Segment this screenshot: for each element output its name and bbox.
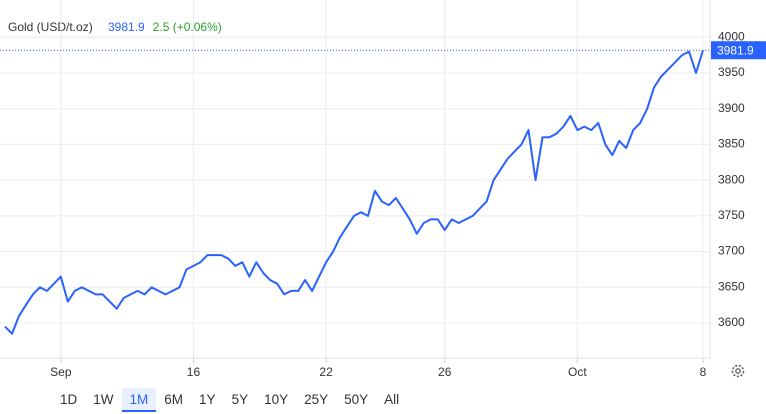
y-tick-label: 3800 xyxy=(718,172,745,186)
y-tick-label: 3950 xyxy=(718,65,745,79)
x-tick-label: 16 xyxy=(187,365,201,379)
range-button[interactable]: All xyxy=(384,392,400,407)
range-button[interactable]: 6M xyxy=(164,392,184,407)
y-tick-label: 3600 xyxy=(718,315,745,329)
y-tick-label: 3850 xyxy=(718,137,745,151)
chart-title: Gold (USD/t.oz) xyxy=(8,20,93,34)
range-button[interactable]: 5Y xyxy=(231,392,249,407)
x-tick-label: 8 xyxy=(700,365,707,379)
last-price: 3981.9 xyxy=(108,20,145,34)
x-tick-label: Sep xyxy=(50,365,72,379)
y-tick-label: 3700 xyxy=(718,244,745,258)
range-button[interactable]: 1Y xyxy=(199,392,216,407)
range-button[interactable]: 1W xyxy=(93,392,114,407)
range-toolbar: 1D 1W 1M 6M 1Y 5Y 10Y 25Y 50Y All xyxy=(52,388,407,412)
range-button[interactable]: 50Y xyxy=(344,392,369,407)
settings-icon[interactable] xyxy=(731,364,745,378)
price-change: 2.5 (+0.06%) xyxy=(153,20,222,34)
range-button[interactable]: 25Y xyxy=(304,392,329,407)
y-tick-label: 3900 xyxy=(718,101,745,115)
range-button[interactable]: 10Y xyxy=(264,392,289,407)
chart: Gold (USD/t.oz) 3981.9 2.5 (+0.06%) 3600… xyxy=(0,0,766,379)
range-button[interactable]: 1M xyxy=(121,388,157,412)
y-tick-label: 3750 xyxy=(718,208,745,222)
range-button[interactable]: 1D xyxy=(60,392,78,407)
x-tick-label: Oct xyxy=(568,365,587,379)
x-tick-label: 22 xyxy=(319,365,333,379)
last-price-label: 3981.9 xyxy=(717,43,754,57)
price-line xyxy=(4,49,704,335)
y-tick-label: 3650 xyxy=(718,279,745,293)
y-tick-label: 4000 xyxy=(718,29,745,43)
last-price-box xyxy=(711,41,766,60)
x-tick-label: 26 xyxy=(438,365,452,379)
